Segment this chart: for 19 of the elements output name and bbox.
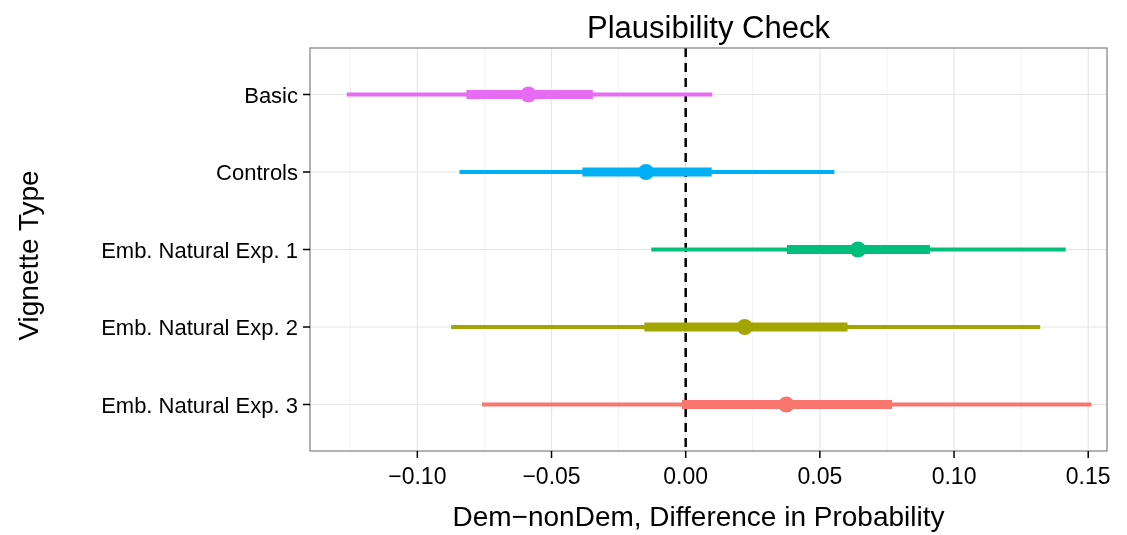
y-tick-label: Basic xyxy=(244,82,298,108)
x-tick-label: −0.10 xyxy=(388,463,447,489)
x-tick-label: 0.00 xyxy=(663,463,709,489)
point xyxy=(849,241,866,258)
x-tick-label: 0.05 xyxy=(797,463,843,489)
x-tick-label: 0.10 xyxy=(931,463,977,489)
y-tick-label: Emb. Natural Exp. 3 xyxy=(101,392,298,418)
point xyxy=(736,319,753,335)
y-tick-label: Emb. Natural Exp. 2 xyxy=(101,315,298,340)
x-tick-label: 0.15 xyxy=(1065,463,1111,489)
point xyxy=(637,164,654,180)
chart-title: Plausibility Check xyxy=(587,10,831,45)
y-tick-label: Controls xyxy=(216,160,298,185)
y-axis-title: Vignette Type xyxy=(13,170,44,341)
y-tick-label: Emb. Natural Exp. 1 xyxy=(101,237,298,263)
x-axis-title: Dem−nonDem, Difference in Probability xyxy=(452,501,945,532)
point xyxy=(520,86,537,103)
point xyxy=(778,396,795,413)
x-tick-label: −0.05 xyxy=(522,463,581,489)
